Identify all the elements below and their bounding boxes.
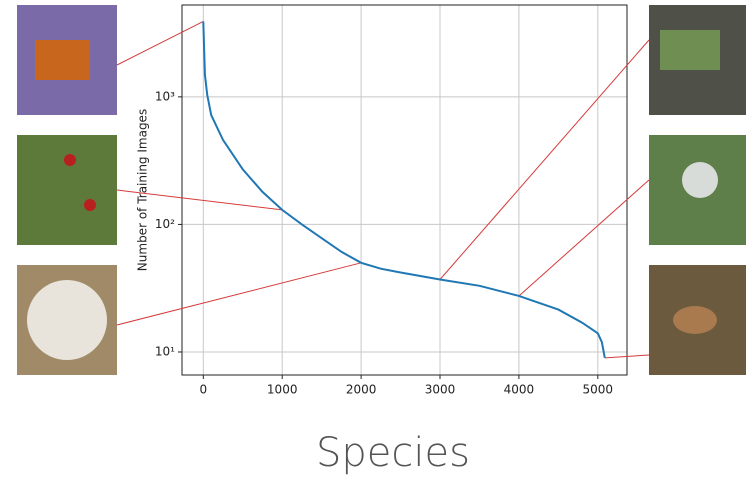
plot-frame	[181, 4, 628, 376]
x-tick-label: 1000	[267, 383, 298, 397]
x-tick-label: 2000	[346, 383, 377, 397]
annotations	[116, 21, 650, 359]
x-tick-label: 3000	[425, 383, 456, 397]
series-line	[202, 21, 606, 358]
connector	[116, 21, 204, 66]
moss-leaves	[660, 30, 720, 70]
connector	[116, 189, 283, 211]
connector	[116, 262, 362, 326]
butterfly-wings	[35, 40, 90, 80]
berry-photo	[17, 135, 117, 245]
connector	[604, 354, 650, 359]
grid	[182, 5, 627, 375]
berry	[84, 199, 96, 211]
sand-dollar	[27, 280, 107, 360]
y-tick-label: 10¹	[155, 344, 175, 358]
cricket	[673, 306, 717, 334]
flower	[682, 162, 718, 198]
thumbnails	[17, 5, 746, 375]
x-axis-label: Species	[316, 430, 470, 476]
y-axis-label: Number of Training Images	[136, 109, 150, 271]
y-tick-label: 10³	[155, 89, 175, 103]
connector	[439, 39, 650, 280]
connector	[518, 179, 650, 297]
x-tick-label: 5000	[583, 383, 614, 397]
x-tick-label: 4000	[504, 383, 535, 397]
berry	[64, 154, 76, 166]
x-tick-label: 0	[199, 383, 207, 397]
y-tick-label: 10²	[155, 217, 175, 231]
